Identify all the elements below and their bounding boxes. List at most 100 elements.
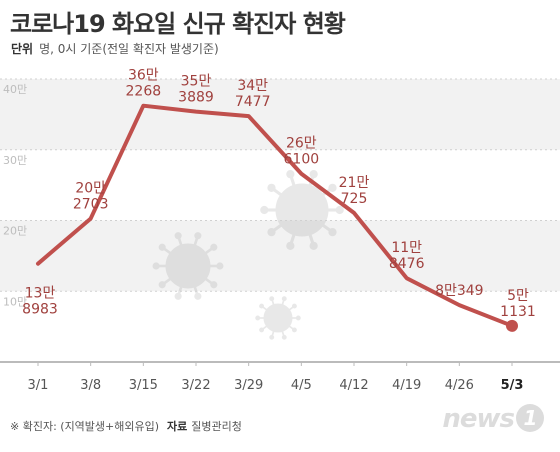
x-axis: 3/1 3/8 3/15 3/22 3/29 4/5 4/12 4/19 4/26 5/3 (0, 361, 560, 393)
source-label: 자료 (167, 420, 188, 433)
y-tick-label: 40만 (3, 83, 27, 96)
virus-spike-tip (328, 183, 337, 192)
virus-spike (205, 277, 215, 286)
grid-band (0, 220, 560, 292)
virus-spike (161, 246, 171, 255)
data-points (506, 319, 518, 332)
virus-spike-tip (216, 262, 224, 270)
x-tick-label: 4/26 (445, 378, 474, 393)
virus-spike-tip (259, 327, 265, 333)
virus-spike (288, 325, 295, 331)
data-label: 35만 (181, 74, 212, 90)
x-tick-label: 4/12 (339, 378, 368, 393)
virus-spike (270, 298, 275, 305)
virus-spike (261, 325, 268, 331)
virus-spike-tip (158, 243, 166, 251)
series-line-path (36, 103, 514, 328)
data-label: 5만 (507, 288, 529, 304)
y-tick-labels: 40만 30만 20만 10만 (3, 83, 27, 308)
virus-body (263, 303, 293, 333)
unit-label: 단위 (11, 42, 34, 56)
virus-spike-tip (295, 315, 301, 321)
virus-icon-small (255, 296, 301, 340)
data-label: 3889 (178, 90, 214, 106)
x-tick-label: 3/1 (28, 378, 49, 393)
virus-spike-tip (267, 228, 276, 237)
virus-spike-tip (286, 170, 295, 179)
virus-decoration (152, 170, 344, 340)
x-tick-label: 3/29 (234, 378, 263, 393)
virus-spike-tip (291, 303, 297, 309)
logo-text: news (442, 404, 515, 434)
x-tick-label: 5/3 (501, 378, 524, 393)
unit-note: 단위 명, 0시 기준(전일 확진자 발생기준) (11, 40, 219, 57)
virus-spike (270, 224, 282, 234)
data-label: 2268 (126, 84, 162, 100)
data-label: 36만 (128, 68, 159, 84)
virus-spike-tip (174, 232, 182, 240)
virus-spike (270, 186, 282, 196)
virus-spike (176, 286, 183, 297)
data-label: 26만 (286, 136, 317, 152)
virus-spike-tip (174, 292, 182, 300)
footer-note: ※ 확진자: (지역발생+해외유입) 자료 질병관리청 (10, 418, 242, 434)
x-tick-label: 4/19 (392, 378, 421, 393)
data-label: 8476 (389, 256, 425, 272)
virus-spike-tip (309, 170, 318, 179)
x-tick-label: 3/22 (181, 378, 210, 393)
virus-spike-tip (259, 303, 265, 309)
grid-band (0, 79, 560, 150)
data-point-latest (506, 319, 518, 332)
virus-spike (193, 235, 200, 246)
virus-spike-tip (267, 183, 276, 192)
virus-spike-tip (210, 243, 218, 251)
data-label: 6100 (284, 152, 320, 168)
data-label: 1131 (500, 304, 536, 320)
chart-title: 코로나19 화요일 신규 확진자 현황 (10, 10, 346, 38)
virus-spike-tip (158, 281, 166, 289)
virus-spike-tip (255, 315, 261, 321)
data-label: 13만 (25, 286, 56, 302)
data-label: 725 (341, 191, 368, 207)
logo-mark: 1 (516, 404, 544, 432)
virus-spike-tip (281, 296, 287, 302)
data-label: 34만 (237, 78, 268, 94)
data-label: 2703 (73, 197, 109, 213)
virus-spike (308, 234, 316, 247)
virus-spike (288, 305, 295, 311)
virus-spike (205, 246, 215, 255)
virus-icon-medium (152, 232, 224, 300)
unit-text: 명, 0시 기준(전일 확진자 발생기준) (39, 42, 219, 56)
virus-spike (261, 305, 268, 311)
source-name: 질병관리청 (191, 420, 242, 433)
virus-spike-tip (194, 232, 202, 240)
x-tick-label: 3/15 (129, 378, 158, 393)
y-tick-label: 30만 (3, 154, 27, 167)
x-tick-label: 3/8 (80, 378, 101, 393)
virus-spike-tip (260, 205, 269, 215)
data-label: 8만349 (435, 283, 484, 299)
data-label: 11만 (391, 240, 422, 256)
virus-spike (161, 277, 171, 286)
virus-spike-tip (291, 327, 297, 333)
background-bands (0, 79, 560, 292)
virus-spike (288, 234, 296, 247)
y-tick-label: 20만 (3, 225, 27, 238)
data-label: 7477 (235, 94, 271, 110)
y-tick-label: 10만 (3, 295, 27, 308)
virus-body (275, 183, 329, 237)
virus-icon-large (260, 170, 344, 250)
virus-spike (322, 224, 334, 234)
virus-spike-tip (194, 292, 202, 300)
virus-spike-tip (286, 241, 295, 250)
data-label: 21만 (339, 175, 370, 191)
x-tick-label: 4/5 (291, 378, 312, 393)
footnote: ※ 확진자: (지역발생+해외유입) (10, 420, 160, 433)
virus-spike-tip (269, 296, 275, 302)
virus-spike (270, 331, 275, 338)
virus-spike-tip (309, 241, 318, 250)
virus-spike (281, 331, 286, 338)
virus-spike-tip (335, 205, 344, 215)
virus-spike-tip (328, 228, 337, 237)
